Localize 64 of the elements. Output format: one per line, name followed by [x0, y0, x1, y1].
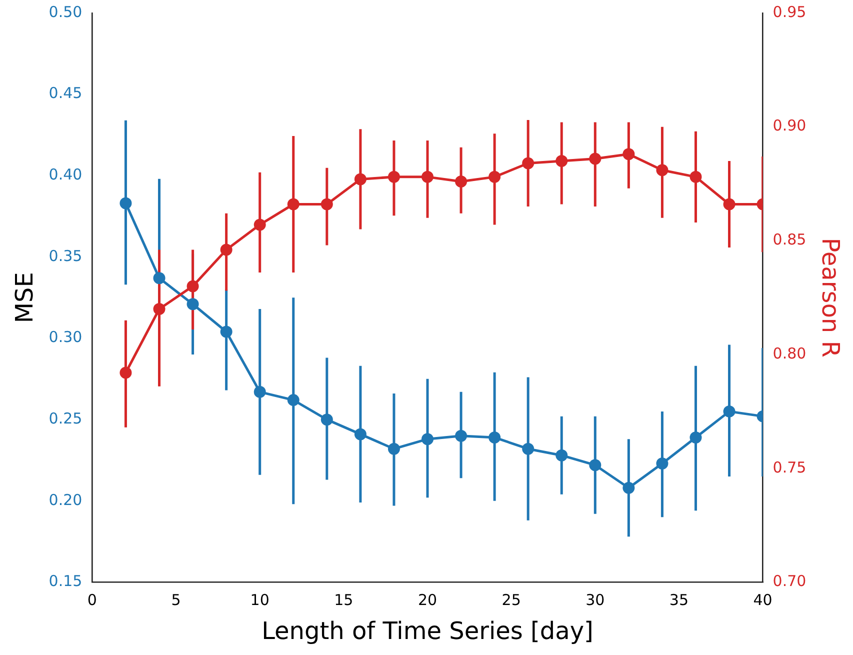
point — [556, 154, 568, 167]
y2-tick-label: 0.90 — [772, 116, 806, 135]
point — [622, 482, 635, 494]
point — [522, 157, 534, 170]
point — [254, 386, 266, 398]
point — [254, 218, 266, 231]
point — [422, 170, 434, 183]
point — [455, 175, 468, 188]
point — [287, 198, 300, 210]
point — [422, 433, 434, 446]
point — [354, 173, 366, 186]
y-tick-label: 0.40 — [48, 166, 82, 184]
point — [186, 298, 199, 310]
x-axis-title: Length of Time Series [day] — [262, 616, 594, 645]
y-tick-label: 0.25 — [48, 409, 82, 428]
point — [556, 449, 568, 462]
point — [120, 197, 132, 210]
point — [589, 152, 602, 165]
y-tick-label: 0.15 — [48, 572, 82, 590]
x-tick-label: 10 — [250, 591, 270, 610]
y2-tick-label: 0.80 — [772, 344, 806, 362]
y2-tick-label: 0.85 — [772, 230, 806, 249]
x-tick-label: 5 — [171, 591, 181, 610]
point — [656, 164, 668, 176]
point — [220, 326, 232, 338]
point — [320, 198, 333, 210]
x-tick-label: 40 — [753, 591, 772, 610]
point — [120, 366, 132, 379]
point — [488, 431, 501, 444]
point — [220, 244, 232, 256]
point — [690, 431, 702, 444]
y-tick-label: 0.50 — [48, 2, 82, 21]
x-tick-label: 30 — [586, 591, 605, 610]
point — [186, 280, 199, 292]
y2-tick-label: 0.75 — [772, 458, 806, 476]
y2-axis-title: Pearson R — [816, 238, 844, 358]
point — [522, 442, 534, 455]
y-tick-label: 0.35 — [48, 246, 82, 265]
point — [388, 442, 400, 455]
y2-tick-label: 0.95 — [772, 2, 806, 21]
x-tick-label: 25 — [502, 591, 521, 610]
y-tick-label: 0.45 — [48, 84, 82, 102]
x-tick-label: 0 — [87, 591, 97, 610]
y-tick-label: 0.20 — [48, 490, 82, 509]
point — [622, 148, 635, 160]
point — [723, 405, 736, 418]
y-axis-title: MSE — [10, 272, 39, 324]
point — [723, 198, 736, 210]
point — [153, 302, 166, 315]
point — [388, 170, 400, 183]
point — [656, 457, 668, 470]
point — [287, 394, 300, 406]
x-tick-label: 15 — [334, 591, 354, 610]
point — [320, 414, 333, 426]
x-tick-label: 20 — [418, 591, 438, 610]
point — [354, 428, 366, 440]
y2-tick-label: 0.70 — [772, 572, 806, 590]
x-tick-label: 35 — [669, 591, 689, 610]
point — [589, 459, 602, 472]
point — [153, 272, 166, 284]
point — [455, 430, 468, 442]
y-tick-label: 0.30 — [48, 328, 82, 346]
point — [488, 170, 501, 183]
point — [690, 170, 702, 183]
